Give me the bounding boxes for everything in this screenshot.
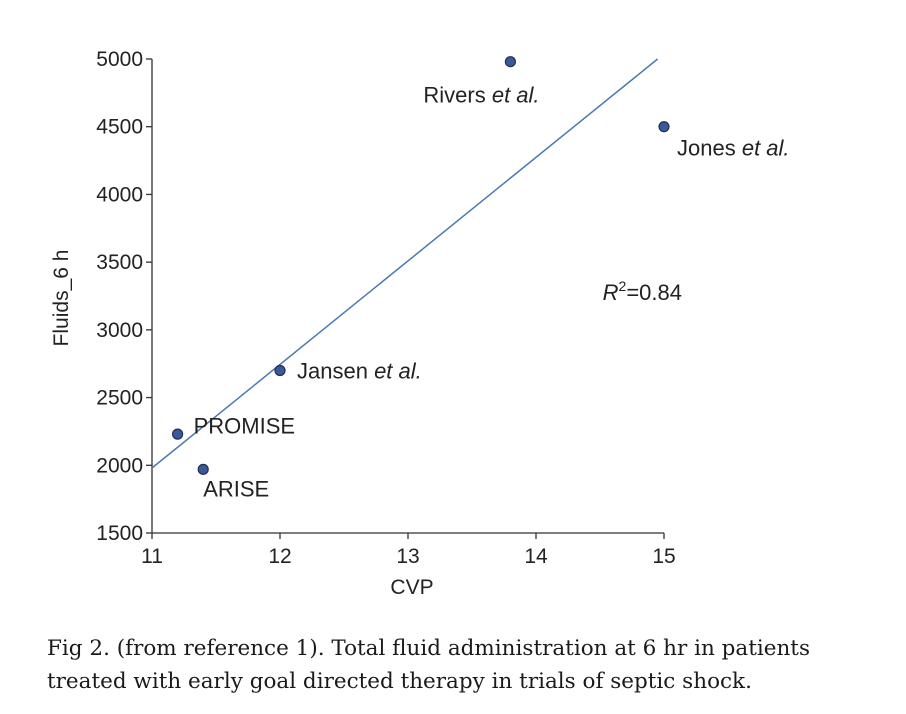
point-label-promise: PROMISE	[194, 414, 295, 439]
r-superscript: 2	[619, 278, 627, 294]
y-axis-ticks: 1500 2000 2500 3000 3500 4000 4500 5000	[96, 48, 152, 545]
point-label-jansen: Jansen et al.	[297, 358, 422, 383]
trend-line	[151, 58, 659, 469]
y-tick-label: 4000	[96, 183, 143, 206]
r-squared-annotation: R2=0.84	[603, 278, 682, 305]
data-point-promise	[172, 428, 184, 440]
y-tick-label: 5000	[96, 48, 143, 71]
x-tick-label: 14	[524, 545, 548, 568]
y-tick-label: 3500	[96, 251, 143, 274]
x-tick-label: 13	[396, 545, 419, 568]
point-labels: Rivers et al. Jones et al. Jansen et al. PR…	[194, 83, 790, 502]
data-point-arise	[197, 463, 209, 475]
r-symbol: R	[603, 280, 619, 305]
y-axis-label: Fluids_6 h	[50, 250, 73, 347]
y-tick-label: 3000	[96, 319, 143, 342]
point-label-arise: ARISE	[203, 476, 269, 501]
y-tick-label: 1500	[96, 522, 143, 545]
point-label-rivers: Rivers et al.	[423, 83, 539, 108]
x-tick-label: 11	[141, 545, 163, 568]
data-point-rivers	[504, 56, 516, 68]
x-tick-label: 15	[652, 545, 675, 568]
y-tick-label: 2000	[96, 454, 143, 477]
data-point-jansen	[274, 364, 286, 377]
r-squared-value: =0.84	[626, 280, 682, 305]
data-points	[172, 56, 670, 475]
data-point-jones	[658, 121, 670, 133]
x-axis-label: CVP	[390, 576, 433, 599]
y-tick-label: 2500	[96, 387, 143, 410]
figure-caption: Fig 2. (from reference 1). Total fluid a…	[47, 636, 810, 694]
y-tick-label: 4500	[96, 116, 143, 139]
x-tick-label: 12	[268, 545, 291, 568]
x-axis-ticks: 11 12 13 14 15	[141, 533, 676, 568]
point-label-jones: Jones et al.	[677, 136, 790, 161]
